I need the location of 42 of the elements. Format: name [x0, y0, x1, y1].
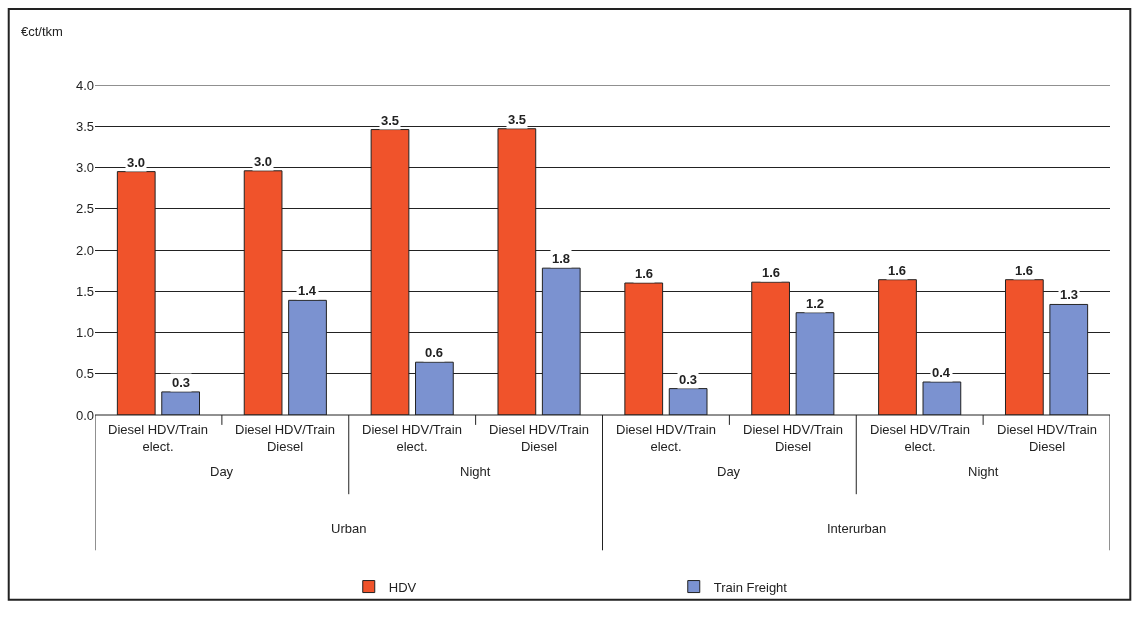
x-tick-label: Diesel HDV/Train elect. — [108, 422, 208, 454]
text: Night — [968, 464, 999, 479]
data-label: 1.4 — [298, 283, 317, 298]
data-label: 3.5 — [508, 112, 527, 127]
text: Day — [717, 464, 741, 479]
x-tick-label: Diesel HDV/Train Diesel — [235, 422, 335, 454]
legend-label: HDV — [388, 579, 417, 595]
data-label: 0.4 — [932, 365, 951, 380]
data-label: 1.6 — [1015, 263, 1034, 278]
x-tick-label: Diesel HDV/Train elect. — [616, 422, 716, 454]
data-label: 0.3 — [172, 375, 191, 390]
y-tick-label: 3.0 — [75, 160, 94, 176]
data-label: 1.6 — [888, 263, 907, 278]
y-tick-label: 1.5 — [75, 283, 94, 299]
y-tick-label: 0.5 — [75, 366, 94, 382]
legend-label: Train Freight — [713, 579, 788, 595]
x-tick-label: Diesel HDV/Train Diesel — [743, 422, 843, 454]
data-label: 3.0 — [254, 154, 273, 169]
text: Day — [210, 464, 234, 479]
data-label: 1.6 — [635, 266, 654, 281]
x-tick-label: Diesel HDV/Train Diesel — [997, 422, 1097, 454]
x-tick-label: Diesel HDV/Train elect. — [362, 422, 462, 454]
y-tick-label: 0.0 — [75, 407, 94, 423]
y-tick-label: 4.0 — [75, 77, 94, 93]
data-label: 0.6 — [425, 345, 444, 360]
y-tick-label: 3.5 — [75, 118, 94, 134]
data-label: 3.0 — [127, 155, 146, 170]
data-label: 1.2 — [806, 296, 825, 311]
data-label: 1.3 — [1060, 287, 1079, 302]
y-tick-label: 1.0 — [75, 325, 94, 341]
text: Interurban — [827, 521, 887, 536]
data-label: 3.5 — [381, 113, 400, 128]
y-axis-title: €ct/tkm — [21, 24, 63, 39]
text: Night — [460, 464, 491, 479]
y-tick-label: 2.0 — [75, 242, 94, 258]
y-tick-label: 2.5 — [75, 201, 94, 217]
data-label: 0.3 — [679, 372, 698, 387]
data-label: 1.8 — [552, 251, 571, 266]
text: Urban — [331, 521, 367, 536]
data-label: 1.6 — [762, 265, 781, 280]
x-tick-label: Diesel HDV/Train elect. — [870, 422, 970, 454]
x-tick-label: Diesel HDV/Train Diesel — [489, 422, 589, 454]
